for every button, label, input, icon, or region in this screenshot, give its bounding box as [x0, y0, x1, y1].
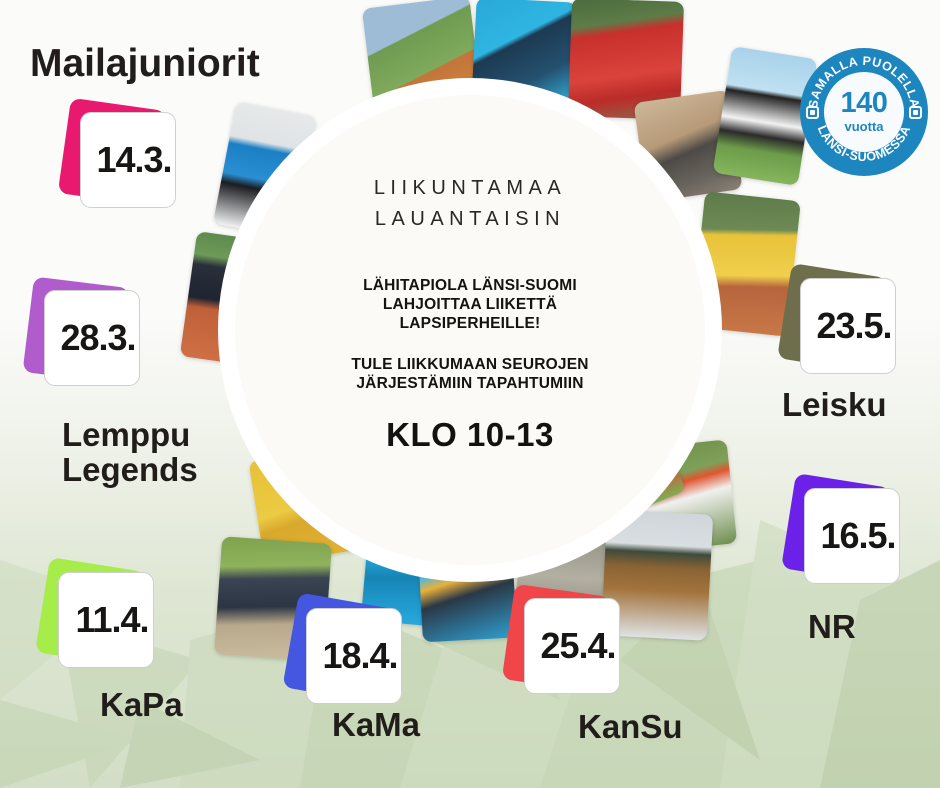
date-value: 16.5.	[820, 515, 896, 556]
date-card-kansu[interactable]: 25.4.	[501, 583, 620, 694]
badge-number: 140	[840, 87, 888, 120]
center-body-secondary: TULE LIIKKUMAAN SEUROJEN JÄRJESTÄMIIN TA…	[351, 356, 588, 394]
date-card-face: 25.4.	[524, 598, 620, 694]
center-body2-line2: JÄRJESTÄMIIN TAPAHTUMIIN	[356, 374, 584, 392]
center-title-line1: LIIKUNTAMAA	[373, 177, 567, 199]
club-label-lemppu-legends: Lemppu Legends	[62, 416, 198, 488]
date-value: 23.5.	[816, 305, 892, 346]
date-card-face: 11.4.	[58, 572, 154, 668]
badge-inner: 140 vuotta	[824, 72, 904, 152]
club-label-kansu: KanSu	[578, 708, 683, 745]
date-card-face: 16.5.	[804, 488, 900, 584]
center-body-line1: LÄHITAPIOLA LÄNSI-SUOMI	[363, 277, 577, 294]
center-body2-line1: TULE LIIKKUMAAN SEUROJEN	[351, 355, 589, 373]
date-card-mailajuniorit[interactable]: 14.3.	[57, 97, 176, 208]
center-medallion: LIIKUNTAMAA LAUANTAISIN LÄHITAPIOLA LÄNS…	[235, 95, 705, 565]
date-value: 25.4.	[540, 625, 616, 666]
club-label-nr: NR	[808, 608, 856, 645]
club-label-kama: KaMa	[332, 706, 421, 743]
center-body: LÄHITAPIOLA LÄNSI-SUOMI LAHJOITTAA LIIKE…	[363, 277, 577, 334]
date-card-nr[interactable]: 16.5.	[781, 473, 900, 584]
date-value: 11.4.	[75, 599, 149, 640]
club-label-leisku: Leisku	[782, 386, 887, 423]
date-card-kapa[interactable]: 11.4.	[35, 557, 154, 668]
anniversary-badge: SAMALLA PUOLELLA LÄNSI-SUOMESSA 140 vuot…	[800, 48, 928, 176]
badge-logo-mark-left-icon	[806, 106, 819, 119]
center-body-line3: LAPSIPERHEILLE!	[399, 314, 541, 332]
date-card-kama[interactable]: 18.4.	[282, 592, 402, 704]
center-title: LIIKUNTAMAA LAUANTAISIN	[374, 173, 566, 235]
date-card-face: 18.4.	[306, 608, 402, 704]
date-card-leisku[interactable]: 23.5.	[777, 263, 896, 374]
club-label-kapa: KaPa	[100, 686, 183, 723]
date-value: 18.4.	[322, 635, 398, 676]
date-card-face: 14.3.	[80, 112, 176, 208]
badge-logo-mark-right-icon	[909, 106, 922, 119]
center-title-line2: LAUANTAISIN	[374, 208, 566, 230]
date-value: 28.3.	[60, 317, 136, 358]
date-card-face: 28.3.	[44, 290, 140, 386]
date-card-lemppu-legends[interactable]: 28.3.	[22, 276, 140, 386]
date-card-face: 23.5.	[800, 278, 896, 374]
center-body-line2: LAHJOITTAA LIIKETTÄ	[382, 295, 558, 313]
badge-unit: vuotta	[844, 119, 884, 135]
club-label-mailajuniorit: Mailajuniorit	[30, 42, 260, 85]
event-time: KLO 10-13	[386, 415, 554, 453]
photo-swimming	[471, 0, 577, 107]
date-value: 14.3.	[96, 139, 172, 180]
